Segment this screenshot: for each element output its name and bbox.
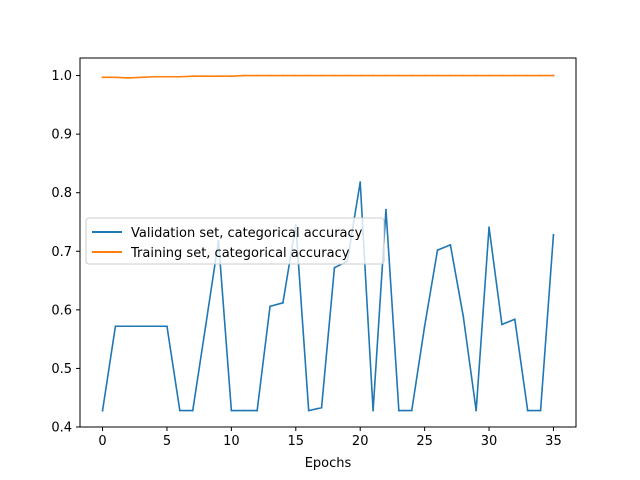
validation-point-4 — [153, 325, 155, 328]
training-point-18 — [333, 74, 336, 77]
training-point-3 — [140, 76, 143, 79]
x-tick-label-5: 5 — [163, 434, 171, 449]
training-point-12 — [256, 74, 259, 77]
legend-label-validation: Validation set, categorical accuracy — [131, 226, 363, 241]
x-tick-label-30: 30 — [481, 434, 498, 449]
y-axis: 0.4 0.5 0.6 0.7 0.8 0.9 1.0 — [51, 69, 80, 436]
training-point-10 — [230, 75, 233, 78]
training-point-16 — [307, 74, 310, 77]
validation-point-10 — [230, 409, 233, 412]
validation-point-25 — [423, 325, 426, 328]
validation-point-12 — [256, 409, 259, 412]
y-tick-label-0.7: 0.7 — [51, 245, 72, 260]
validation-point-8 — [204, 325, 207, 328]
y-tick-label-0.6: 0.6 — [51, 303, 72, 318]
x-tick-label-20: 20 — [352, 434, 369, 449]
validation-point-7 — [191, 409, 194, 412]
validation-point-11 — [243, 409, 246, 412]
training-point-33 — [526, 74, 529, 77]
training-point-6 — [178, 75, 181, 78]
validation-point-6 — [178, 409, 181, 412]
validation-point-17 — [320, 406, 323, 409]
validation-point-27 — [449, 243, 452, 246]
training-point-8 — [204, 75, 207, 78]
training-point-1 — [114, 76, 117, 79]
training-point-7 — [191, 75, 194, 78]
training-point-4 — [153, 75, 155, 78]
validation-point-0 — [101, 409, 104, 412]
validation-point-35 — [552, 233, 555, 236]
training-point-14 — [282, 74, 284, 77]
validation-point-28 — [462, 315, 465, 318]
training-point-32 — [513, 74, 516, 77]
legend-box — [85, 217, 385, 265]
y-tick-label-0.5: 0.5 — [51, 362, 72, 377]
validation-point-21 — [372, 409, 374, 412]
series-line-validation — [101, 181, 555, 412]
training-point-26 — [436, 74, 439, 77]
training-point-30 — [488, 74, 490, 77]
training-point-24 — [410, 74, 413, 77]
x-axis: 0 5 10 15 20 25 30 35 — [98, 427, 562, 449]
validation-point-22 — [385, 208, 387, 211]
training-point-25 — [423, 74, 426, 77]
training-point-21 — [372, 74, 374, 77]
y-tick-label-0.4: 0.4 — [51, 421, 72, 436]
series-layer — [101, 74, 555, 412]
training-point-29 — [475, 74, 478, 77]
training-point-9 — [217, 75, 220, 78]
validation-point-5 — [166, 325, 168, 328]
validation-point-29 — [475, 409, 478, 412]
validation-point-26 — [436, 249, 439, 252]
training-point-27 — [449, 74, 452, 77]
validation-point-16 — [307, 409, 310, 412]
validation-point-14 — [282, 301, 284, 304]
training-point-2 — [127, 77, 130, 79]
validation-point-31 — [501, 323, 503, 326]
validation-point-1 — [114, 325, 117, 328]
training-point-34 — [539, 74, 542, 77]
validation-point-2 — [127, 325, 130, 328]
validation-point-3 — [140, 325, 143, 328]
training-point-28 — [462, 74, 465, 77]
validation-point-13 — [269, 305, 271, 308]
training-point-17 — [320, 74, 323, 77]
training-point-23 — [397, 74, 400, 77]
y-tick-label-1.0: 1.0 — [51, 69, 72, 84]
validation-point-23 — [397, 409, 400, 412]
training-point-15 — [294, 74, 297, 77]
validation-point-30 — [488, 226, 490, 229]
legend: Validation set, categorical accuracy Tra… — [85, 217, 385, 265]
training-point-35 — [552, 74, 555, 77]
validation-point-33 — [526, 409, 529, 412]
training-point-20 — [359, 74, 362, 77]
x-tick-label-10: 10 — [223, 434, 240, 449]
training-point-22 — [385, 74, 387, 77]
training-point-11 — [243, 74, 246, 77]
x-tick-label-25: 25 — [416, 434, 433, 449]
training-point-5 — [166, 75, 168, 78]
series-line-training — [101, 74, 555, 79]
x-tick-label-0: 0 — [98, 434, 106, 449]
y-tick-label-0.8: 0.8 — [51, 186, 72, 201]
validation-point-24 — [410, 409, 413, 412]
validation-point-20 — [359, 181, 362, 184]
training-point-31 — [501, 74, 503, 77]
training-point-19 — [346, 74, 349, 77]
x-tick-label-15: 15 — [288, 434, 305, 449]
plot-frame — [79, 57, 577, 428]
training-point-13 — [269, 74, 271, 77]
training-point-0 — [101, 76, 104, 79]
x-tick-label-35: 35 — [545, 434, 562, 449]
validation-point-32 — [513, 318, 516, 321]
validation-point-18 — [333, 266, 336, 269]
y-tick-label-0.9: 0.9 — [51, 128, 72, 143]
legend-label-training: Training set, categorical accuracy — [130, 246, 350, 261]
validation-point-34 — [539, 409, 542, 412]
x-axis-label: Epochs — [305, 456, 352, 471]
